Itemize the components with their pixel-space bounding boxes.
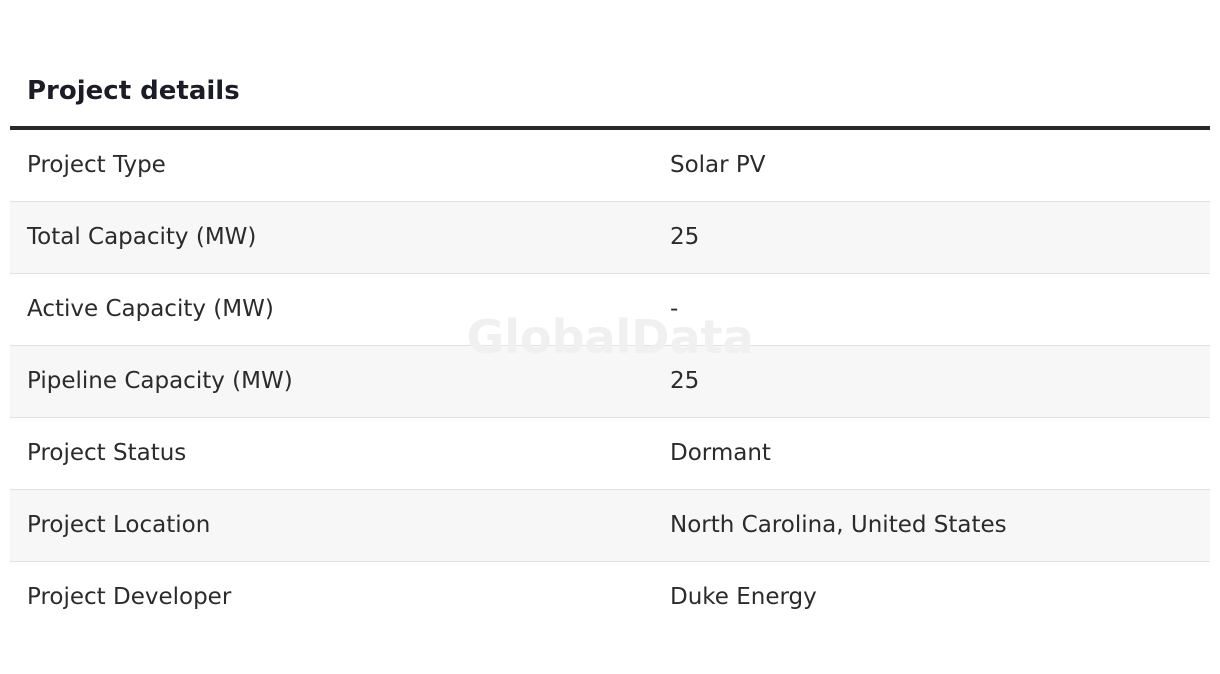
- row-value: Solar PV: [670, 152, 766, 178]
- table-row: Project Type Solar PV: [10, 130, 1210, 202]
- row-value: -: [670, 296, 679, 322]
- table-row: Project Status Dormant: [10, 418, 1210, 490]
- table-row: Project Location North Carolina, United S…: [10, 490, 1210, 562]
- row-label: Project Developer: [27, 584, 232, 610]
- row-value: 25: [670, 368, 700, 394]
- row-label: Active Capacity (MW): [27, 296, 274, 322]
- table-row: Pipeline Capacity (MW) 25: [10, 346, 1210, 418]
- row-value: Duke Energy: [670, 584, 817, 610]
- row-label: Pipeline Capacity (MW): [27, 368, 293, 394]
- details-table: Project Type Solar PV Total Capacity (MW) 2…: [10, 130, 1210, 633]
- table-row: Total Capacity (MW) 25: [10, 202, 1210, 274]
- row-value: Dormant: [670, 440, 771, 466]
- table-row: Active Capacity (MW) -: [10, 274, 1210, 346]
- row-label: Total Capacity (MW): [27, 224, 257, 250]
- row-value: 25: [670, 224, 700, 250]
- row-label: Project Location: [27, 512, 211, 538]
- section-title: Project details: [27, 76, 240, 106]
- table-row: Project Developer Duke Energy: [10, 562, 1210, 633]
- row-label: Project Type: [27, 152, 166, 178]
- row-label: Project Status: [27, 440, 187, 466]
- header-rule: [10, 126, 1210, 130]
- row-value: North Carolina, United States: [670, 512, 1007, 538]
